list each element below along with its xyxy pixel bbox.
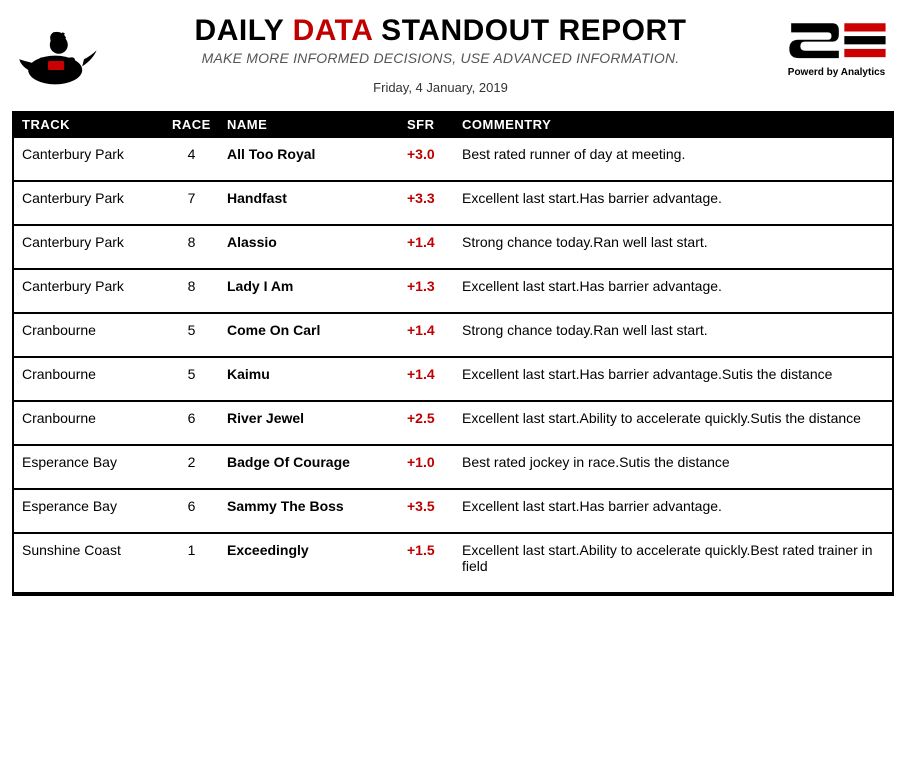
cell-race: 7 [164,181,219,225]
cell-race: 1 [164,533,219,593]
cell-name: Handfast [219,181,399,225]
table-row: Cranbourne6River Jewel+2.5Excellent last… [14,401,892,445]
cell-track: Cranbourne [14,357,164,401]
table-row: Sunshine Coast1Exceedingly+1.5Excellent … [14,533,892,593]
cell-commentry: Excellent last start.Has barrier advanta… [454,357,892,401]
table-header-row: TRACK RACE NAME SFR COMMENTRY [14,111,892,138]
col-header-sfr: SFR [399,111,454,138]
header: DAILY DATA STANDOUT REPORT MAKE MORE INF… [12,10,894,101]
col-header-name: NAME [219,111,399,138]
cell-commentry: Strong chance today.Ran well last start. [454,225,892,269]
cell-race: 6 [164,489,219,533]
cell-commentry: Excellent last start.Has barrier advanta… [454,489,892,533]
cell-name: Sammy The Boss [219,489,399,533]
cell-name: Exceedingly [219,533,399,593]
cell-name: Kaimu [219,357,399,401]
table-body: Canterbury Park4All Too Royal+3.0Best ra… [14,138,892,593]
cell-sfr: +3.5 [399,489,454,533]
cell-track: Canterbury Park [14,225,164,269]
cell-name: Come On Carl [219,313,399,357]
cell-sfr: +3.0 [399,138,454,181]
cell-race: 5 [164,313,219,357]
col-header-commentry: COMMENTRY [454,111,892,138]
cell-track: Esperance Bay [14,489,164,533]
cell-race: 4 [164,138,219,181]
header-center: DAILY DATA STANDOUT REPORT MAKE MORE INF… [112,14,769,95]
cell-track: Esperance Bay [14,445,164,489]
cell-sfr: +1.3 [399,269,454,313]
cell-track: Cranbourne [14,313,164,357]
table-row: Canterbury Park8Alassio+1.4Strong chance… [14,225,892,269]
title-accent: DATA [293,14,373,47]
cell-race: 6 [164,401,219,445]
cell-track: Canterbury Park [14,181,164,225]
cell-race: 2 [164,445,219,489]
table-row: Canterbury Park4All Too Royal+3.0Best ra… [14,138,892,181]
cell-name: River Jewel [219,401,399,445]
table-row: Cranbourne5Come On Carl+1.4Strong chance… [14,313,892,357]
cell-name: Badge Of Courage [219,445,399,489]
brand-logo: Powerd by Analytics [779,14,894,78]
cell-commentry: Best rated jockey in race.Sutis the dist… [454,445,892,489]
report-date: Friday, 4 January, 2019 [112,80,769,95]
report-table: TRACK RACE NAME SFR COMMENTRY Canterbury… [14,111,892,594]
brand-caption: Powerd by Analytics [779,67,894,78]
cell-race: 8 [164,269,219,313]
cell-track: Canterbury Park [14,138,164,181]
table-row: Canterbury Park8Lady I Am+1.3Excellent l… [14,269,892,313]
table-row: Esperance Bay2Badge Of Courage+1.0Best r… [14,445,892,489]
cell-commentry: Excellent last start.Ability to accelera… [454,533,892,593]
subtitle: MAKE MORE INFORMED DECISIONS, USE ADVANC… [112,50,769,66]
report-table-wrap: TRACK RACE NAME SFR COMMENTRY Canterbury… [12,111,894,596]
cell-track: Cranbourne [14,401,164,445]
cell-sfr: +1.4 [399,357,454,401]
table-row: Canterbury Park7Handfast+3.3Excellent la… [14,181,892,225]
title-pre: DAILY [195,14,293,47]
col-header-race: RACE [164,111,219,138]
table-row: Esperance Bay6Sammy The Boss+3.5Excellen… [14,489,892,533]
table-row: Cranbourne5Kaimu+1.4Excellent last start… [14,357,892,401]
col-header-track: TRACK [14,111,164,138]
title-post: STANDOUT REPORT [372,14,686,47]
cell-commentry: Best rated runner of day at meeting. [454,138,892,181]
cell-sfr: +1.4 [399,225,454,269]
cell-commentry: Strong chance today.Ran well last start. [454,313,892,357]
cell-name: Lady I Am [219,269,399,313]
cell-sfr: +3.3 [399,181,454,225]
cell-sfr: +1.5 [399,533,454,593]
cell-commentry: Excellent last start.Has barrier advanta… [454,181,892,225]
cell-sfr: +2.5 [399,401,454,445]
cell-race: 8 [164,225,219,269]
page-title: DAILY DATA STANDOUT REPORT [112,14,769,48]
cell-name: All Too Royal [219,138,399,181]
cell-track: Sunshine Coast [14,533,164,593]
cell-name: Alassio [219,225,399,269]
cell-track: Canterbury Park [14,269,164,313]
cell-commentry: Excellent last start.Has barrier advanta… [454,269,892,313]
cell-sfr: +1.4 [399,313,454,357]
cell-commentry: Excellent last start.Ability to accelera… [454,401,892,445]
jockey-logo-icon [12,14,102,93]
cell-race: 5 [164,357,219,401]
cell-sfr: +1.0 [399,445,454,489]
